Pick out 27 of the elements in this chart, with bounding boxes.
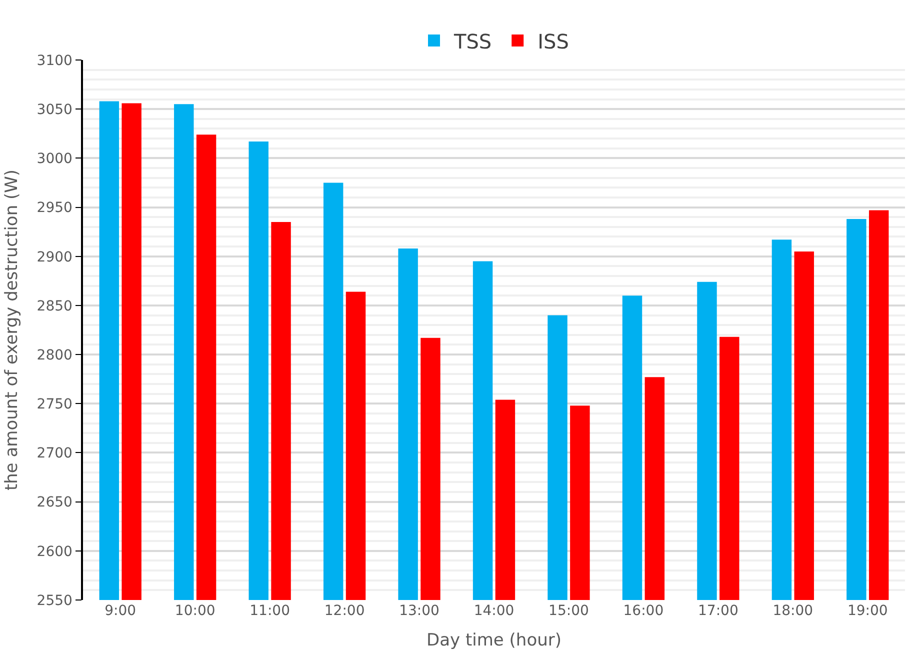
x-axis-title: Day time (hour) [426, 630, 562, 650]
x-tick-label: 16:00 [623, 603, 664, 619]
y-tick-label: 2900 [36, 249, 72, 266]
x-tick-label: 11:00 [250, 603, 290, 619]
x-tick-label: 18:00 [772, 603, 814, 619]
x-tick-label: 14:00 [474, 603, 514, 619]
legend-label: ISS [538, 29, 569, 54]
y-tick-label: 3000 [36, 151, 72, 168]
y-tick-label: 2750 [36, 396, 72, 413]
x-tick-label: 13:00 [399, 603, 440, 619]
y-tick-label: 2550 [36, 592, 72, 609]
y-tick-label: 2800 [36, 347, 72, 364]
x-tick-label: 15:00 [548, 603, 589, 619]
y-tick-label: 3100 [36, 52, 72, 69]
y-axis-title: the amount of exergy destruction (W) [2, 169, 22, 491]
legend-label: TSS [453, 29, 492, 54]
y-tick-label: 2600 [36, 544, 72, 560]
y-tick-label: 2950 [36, 200, 72, 216]
x-tick-label: 19:00 [847, 603, 888, 619]
x-tick-label: 12:00 [324, 603, 365, 619]
x-tick-label: 17:00 [698, 603, 738, 619]
y-tick-label: 2700 [36, 446, 72, 462]
y-tick-label: 2650 [36, 494, 72, 511]
x-tick-label: 10:00 [174, 603, 216, 619]
x-tick-label: 9:00 [104, 603, 136, 619]
y-tick-label: 2850 [36, 298, 72, 314]
y-tick-label: 3050 [36, 102, 72, 118]
